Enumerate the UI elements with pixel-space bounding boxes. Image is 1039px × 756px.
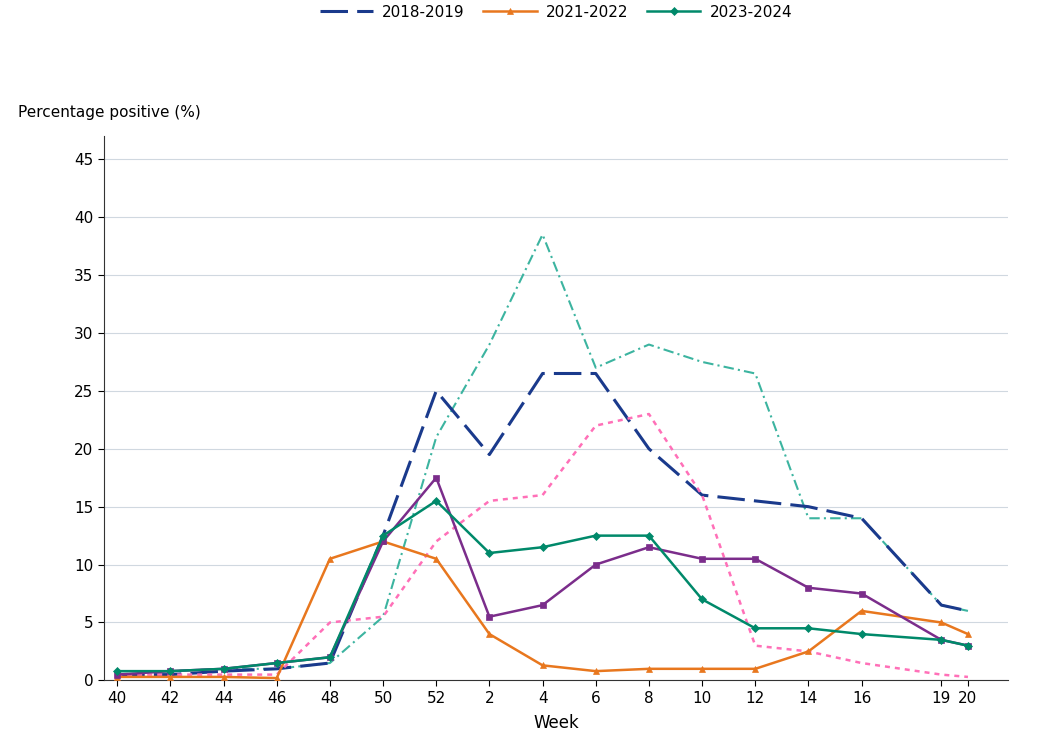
Text: Percentage positive (%): Percentage positive (%) <box>18 105 201 119</box>
Legend: 2017-2018, 2018-2019, 2019-2020, 2021-2022, 2022-2023, 2023-2024: 2017-2018, 2018-2019, 2019-2020, 2021-20… <box>320 0 792 20</box>
X-axis label: Week: Week <box>533 714 579 732</box>
